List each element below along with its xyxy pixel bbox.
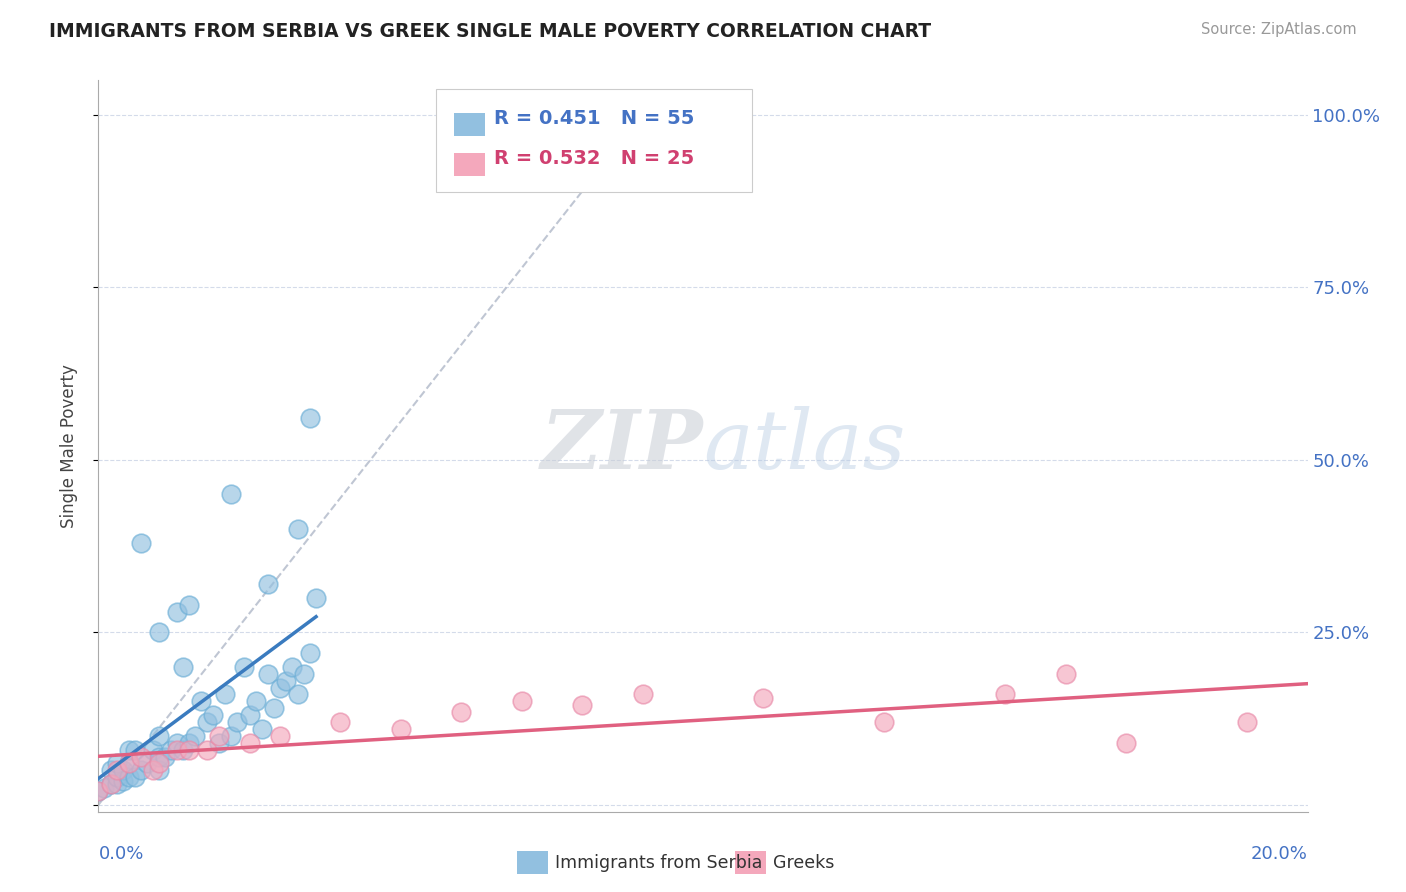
Point bbox=[1236, 714, 1258, 729]
Point bbox=[631, 687, 654, 701]
Point bbox=[105, 777, 128, 791]
Point bbox=[118, 756, 141, 771]
Point bbox=[389, 722, 412, 736]
Point bbox=[1054, 666, 1077, 681]
Point bbox=[105, 770, 128, 784]
Text: IMMIGRANTS FROM SERBIA VS GREEK SINGLE MALE POVERTY CORRELATION CHART: IMMIGRANTS FROM SERBIA VS GREEK SINGLE M… bbox=[49, 22, 931, 41]
Point bbox=[105, 764, 128, 778]
Point bbox=[1115, 736, 1137, 750]
Point bbox=[305, 591, 328, 605]
Point bbox=[450, 705, 472, 719]
Point bbox=[148, 764, 170, 778]
Point bbox=[299, 411, 322, 425]
Text: R = 0.451   N = 55: R = 0.451 N = 55 bbox=[494, 109, 695, 128]
Point bbox=[129, 764, 152, 778]
Point bbox=[172, 742, 194, 756]
Point bbox=[292, 666, 315, 681]
Point bbox=[269, 729, 291, 743]
Point bbox=[873, 714, 896, 729]
Text: 0.0%: 0.0% bbox=[98, 845, 143, 863]
Point bbox=[245, 694, 267, 708]
Point bbox=[172, 660, 194, 674]
Point bbox=[124, 742, 146, 756]
Point bbox=[142, 742, 165, 756]
Point bbox=[263, 701, 285, 715]
Text: R = 0.532   N = 25: R = 0.532 N = 25 bbox=[494, 149, 693, 169]
Point bbox=[281, 660, 304, 674]
Point bbox=[148, 729, 170, 743]
Y-axis label: Single Male Poverty: Single Male Poverty bbox=[59, 364, 77, 528]
Point bbox=[166, 736, 188, 750]
Point bbox=[287, 687, 309, 701]
Point bbox=[994, 687, 1017, 701]
Point bbox=[195, 742, 218, 756]
Point bbox=[190, 694, 212, 708]
Point bbox=[93, 780, 115, 795]
Point bbox=[510, 694, 533, 708]
Point bbox=[179, 598, 201, 612]
Point bbox=[100, 764, 122, 778]
Point bbox=[239, 736, 262, 750]
Point bbox=[239, 708, 262, 723]
Point bbox=[105, 756, 128, 771]
Point bbox=[129, 749, 152, 764]
Point bbox=[184, 729, 207, 743]
Point bbox=[287, 522, 309, 536]
Point bbox=[274, 673, 297, 688]
Point bbox=[111, 773, 134, 788]
Point bbox=[179, 736, 201, 750]
Point bbox=[571, 698, 593, 712]
Point bbox=[208, 736, 231, 750]
Point bbox=[118, 756, 141, 771]
Text: Greeks: Greeks bbox=[773, 854, 835, 871]
Point bbox=[214, 687, 236, 701]
Point bbox=[129, 535, 152, 549]
Text: Immigrants from Serbia: Immigrants from Serbia bbox=[555, 854, 762, 871]
Point bbox=[221, 729, 243, 743]
Point bbox=[299, 646, 322, 660]
Point bbox=[148, 756, 170, 771]
Text: 20.0%: 20.0% bbox=[1251, 845, 1308, 863]
Point bbox=[100, 777, 122, 791]
Point bbox=[202, 708, 225, 723]
Point bbox=[148, 749, 170, 764]
Text: Source: ZipAtlas.com: Source: ZipAtlas.com bbox=[1201, 22, 1357, 37]
Point bbox=[148, 625, 170, 640]
Point bbox=[250, 722, 273, 736]
Point bbox=[221, 487, 243, 501]
Point bbox=[87, 784, 110, 798]
Point bbox=[232, 660, 254, 674]
Point bbox=[195, 714, 218, 729]
Point bbox=[179, 742, 201, 756]
Text: ZIP: ZIP bbox=[540, 406, 703, 486]
Point bbox=[329, 714, 352, 729]
Point bbox=[166, 605, 188, 619]
Point bbox=[142, 764, 165, 778]
Point bbox=[208, 729, 231, 743]
Point bbox=[87, 784, 110, 798]
Point bbox=[111, 764, 134, 778]
Point bbox=[100, 777, 122, 791]
Text: atlas: atlas bbox=[703, 406, 905, 486]
Point bbox=[226, 714, 249, 729]
Point bbox=[166, 742, 188, 756]
Point bbox=[118, 742, 141, 756]
Point bbox=[256, 577, 278, 591]
Point bbox=[118, 770, 141, 784]
Point bbox=[160, 742, 183, 756]
Point bbox=[153, 749, 176, 764]
Point bbox=[124, 770, 146, 784]
Point bbox=[269, 681, 291, 695]
Point bbox=[256, 666, 278, 681]
Point bbox=[135, 756, 157, 771]
Point bbox=[752, 690, 775, 705]
